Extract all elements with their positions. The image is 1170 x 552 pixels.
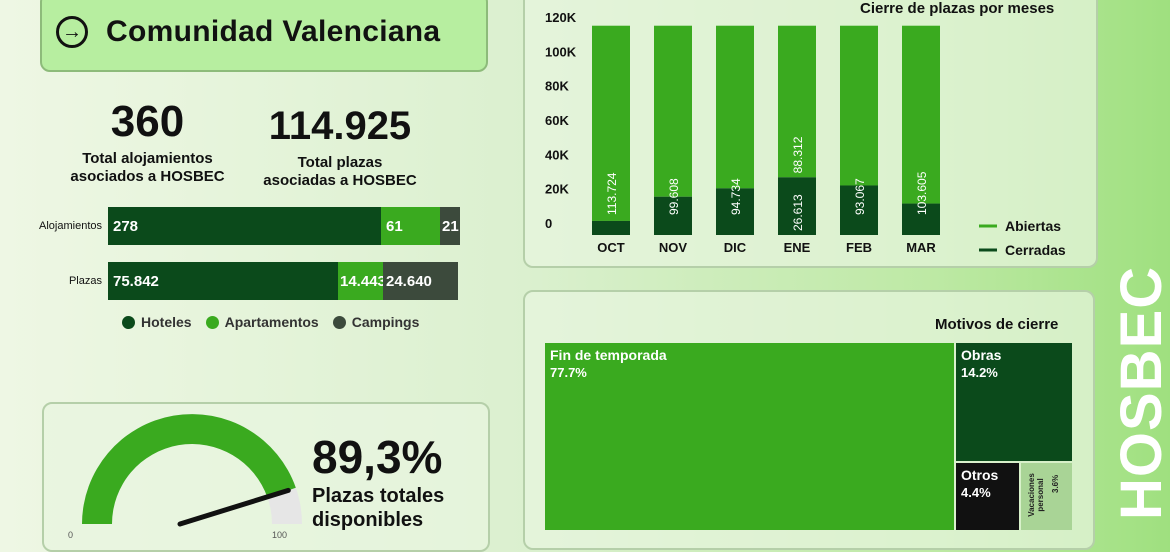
segment-apartamentos[interactable]: 61	[381, 207, 440, 245]
kpi-alojamientos-label-line2: asociados a HOSBEC	[70, 168, 225, 185]
hosbec-logo-text: HOSBEC	[1109, 265, 1170, 520]
treemap-cell-pct: 3.6%	[1051, 474, 1060, 493]
kpi-plazas-label-line2: asociadas a HOSBEC	[263, 172, 417, 189]
bar-abiertas[interactable]	[716, 25, 754, 189]
x-tick-label: FEB	[846, 240, 872, 255]
stacked-row-plazas: Plazas 75.842 14.443 24.640	[0, 262, 458, 300]
bar-abiertas[interactable]	[840, 25, 878, 186]
stacked-legend: Hoteles Apartamentos Campings	[122, 314, 419, 330]
kpi-plazas-label-line1: Total plazas	[297, 154, 383, 171]
row-label: Plazas	[68, 275, 102, 287]
bar-label-abiertas: 103.605	[915, 171, 929, 215]
x-tick-label: OCT	[597, 240, 625, 255]
kpi-alojamientos-label-line1: Total alojamientos	[82, 150, 213, 167]
gauge-label: Plazas totales disponibles	[312, 484, 444, 532]
stacked-row-alojamientos: Alojamientos 278 61 21	[0, 207, 460, 245]
gauge-label-line1: Plazas totales	[312, 485, 445, 507]
region-title-panel[interactable]: → Comunidad Valenciana	[40, 0, 488, 72]
treemap-title: Motivos de cierre	[935, 316, 1059, 333]
bar-abiertas[interactable]	[592, 25, 630, 221]
x-tick-label: MAR	[906, 240, 936, 255]
segment-hoteles[interactable]: 75.842	[108, 262, 338, 300]
bar-cerradas[interactable]	[592, 220, 630, 235]
kpi-alojamientos-value: 360	[110, 97, 185, 146]
legend-label-abiertas: Abiertas	[1005, 218, 1061, 234]
treemap-cell-fin-de-temporada[interactable]: Fin de temporada 77.7%	[545, 343, 954, 530]
bar-label-abiertas: 94.734	[729, 178, 743, 215]
y-tick-label: 80K	[545, 79, 569, 94]
gauge-fill	[82, 414, 296, 524]
kpi-alojamientos-label: Total alojamientos asociados a HOSBEC	[60, 150, 235, 186]
treemap-cell-label: Fin de temporada	[550, 347, 667, 363]
y-tick-label: 0	[545, 216, 552, 231]
kpi-alojamientos: 360 Total alojamientos asociados a HOSBE…	[60, 100, 235, 186]
legend-label-cerradas: Cerradas	[1005, 242, 1066, 258]
x-tick-label: DIC	[724, 240, 747, 255]
bar-label-abiertas: 99.608	[667, 178, 681, 215]
kpi-plazas: 114.925 Total plazas asociadas a HOSBEC	[250, 106, 430, 190]
kpi-plazas-label: Total plazas asociadas a HOSBEC	[250, 154, 430, 190]
legend-item-hoteles[interactable]: Hoteles	[122, 314, 192, 330]
legend-item-apartamentos[interactable]: Apartamentos	[205, 314, 319, 330]
bar-label-cerradas: 26.613	[791, 194, 805, 231]
gauge-needle	[177, 487, 291, 527]
y-tick-label: 60K	[545, 113, 569, 128]
row-label: Alojamientos	[39, 220, 102, 232]
bar-cerradas[interactable]	[654, 196, 692, 235]
x-tick-label: ENE	[784, 240, 811, 255]
bar-cerradas[interactable]	[778, 177, 816, 235]
kpi-plazas-value: 114.925	[268, 104, 412, 148]
segment-campings[interactable]: 21	[440, 207, 460, 245]
treemap-cell-pct: 14.2%	[961, 365, 998, 380]
segment-hoteles[interactable]: 278	[108, 207, 381, 245]
hosbec-logo: HOSBEC	[1108, 250, 1170, 540]
legend-dot	[332, 316, 346, 329]
bar-abiertas[interactable]	[902, 25, 940, 204]
bar-label-abiertas: 88.312	[791, 136, 805, 173]
treemap-cell-label: Otros	[961, 467, 999, 483]
gauge-label-line2: disponibles	[312, 509, 424, 531]
bar-chart: 0 20K 40K 60K 80K 100K 120K 113.724 OCT 99.608 NOV…	[545, 10, 1066, 258]
gauge-value: 89,3%	[312, 431, 443, 483]
treemap-cell-vacaciones-personal[interactable]: Vacaciones personal 3.6%	[1021, 463, 1072, 530]
y-tick-label: 20K	[545, 182, 569, 197]
bar-label-abiertas: 93.067	[853, 178, 867, 215]
bar-cerradas[interactable]	[902, 203, 940, 235]
bar-abiertas[interactable]	[654, 25, 692, 197]
gauge-max-label: 100	[272, 530, 287, 540]
legend-item-campings[interactable]: Campings	[332, 314, 420, 330]
treemap-cell-pct: 77.7%	[550, 365, 587, 380]
segment-campings[interactable]: 24.640	[383, 262, 458, 300]
y-tick-label: 120K	[545, 10, 577, 25]
gauge-min-label: 0	[68, 530, 73, 540]
segment-apartamentos[interactable]: 14.443	[338, 262, 386, 300]
y-tick-label: 40K	[545, 147, 569, 162]
legend-dot	[122, 316, 135, 329]
treemap-cell-otros[interactable]: Otros 4.4%	[956, 463, 1019, 530]
bar-cerradas[interactable]	[840, 185, 878, 235]
y-tick-label: 100K	[545, 44, 577, 59]
treemap-cell-obras[interactable]: Obras 14.2%	[956, 343, 1072, 461]
treemap-cell-label: Obras	[961, 347, 1002, 363]
x-tick-label: NOV	[659, 240, 688, 255]
gauge-chart: 0 100	[68, 414, 302, 540]
legend-label: Apartamentos	[224, 314, 319, 330]
arrow-right-circle-icon[interactable]: →	[56, 16, 88, 48]
legend-dot	[205, 316, 219, 329]
legend-label: Campings	[351, 314, 420, 330]
page-title: Comunidad Valenciana	[106, 15, 441, 48]
treemap-cell-label: Vacaciones personal	[1027, 465, 1045, 525]
bar-abiertas[interactable]	[778, 25, 816, 178]
bar-label-abiertas: 113.724	[605, 172, 619, 215]
bar-cerradas[interactable]	[716, 188, 754, 235]
legend-label: Hoteles	[141, 314, 192, 330]
bar-chart-title: Cierre de plazas por meses	[860, 0, 1055, 17]
treemap-cell-pct: 4.4%	[961, 485, 991, 500]
treemap-cell-label-text: Vacaciones personal	[1027, 473, 1045, 517]
